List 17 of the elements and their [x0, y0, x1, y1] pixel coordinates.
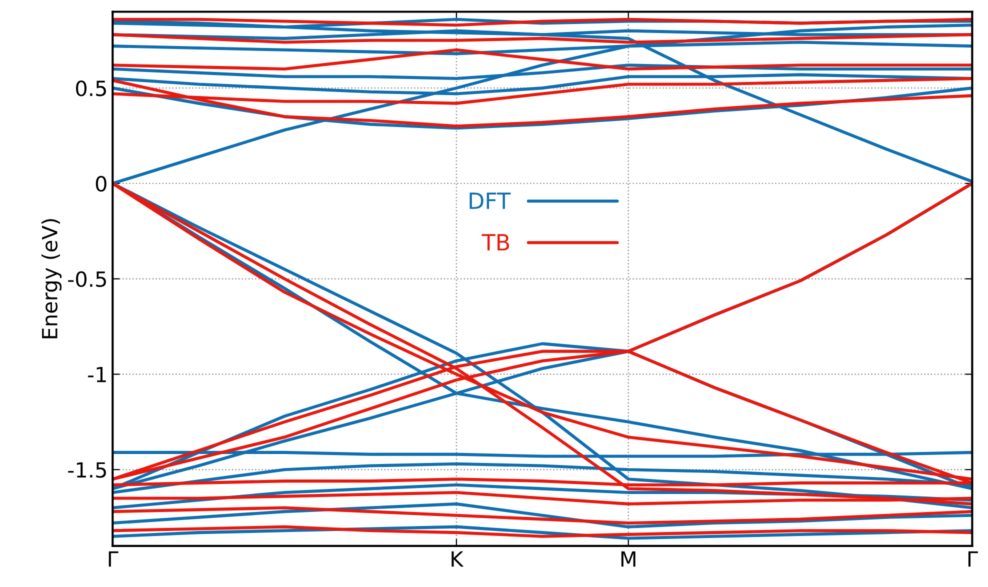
y-tick-label: 0 — [96, 176, 106, 192]
x-tick-label: M — [621, 551, 636, 567]
y-tick-label: -1 — [88, 366, 106, 382]
y-tick-label: 0.5 — [76, 80, 106, 96]
x-tick-label: Γ — [968, 551, 978, 567]
x-tick-label: K — [452, 551, 464, 567]
y-axis-title: Energy (eV) — [41, 219, 62, 338]
y-tick-label: -1.5 — [68, 462, 106, 478]
line-series — [112, 502, 972, 528]
legend-label: TB — [482, 234, 510, 250]
legend-label: DFT — [470, 192, 511, 209]
x-tick-label: Γ — [108, 551, 118, 567]
line-series — [112, 48, 972, 70]
line-series — [112, 78, 972, 128]
line-series — [112, 506, 972, 525]
line-series — [112, 33, 972, 44]
y-tick-label: -0.5 — [68, 271, 106, 288]
